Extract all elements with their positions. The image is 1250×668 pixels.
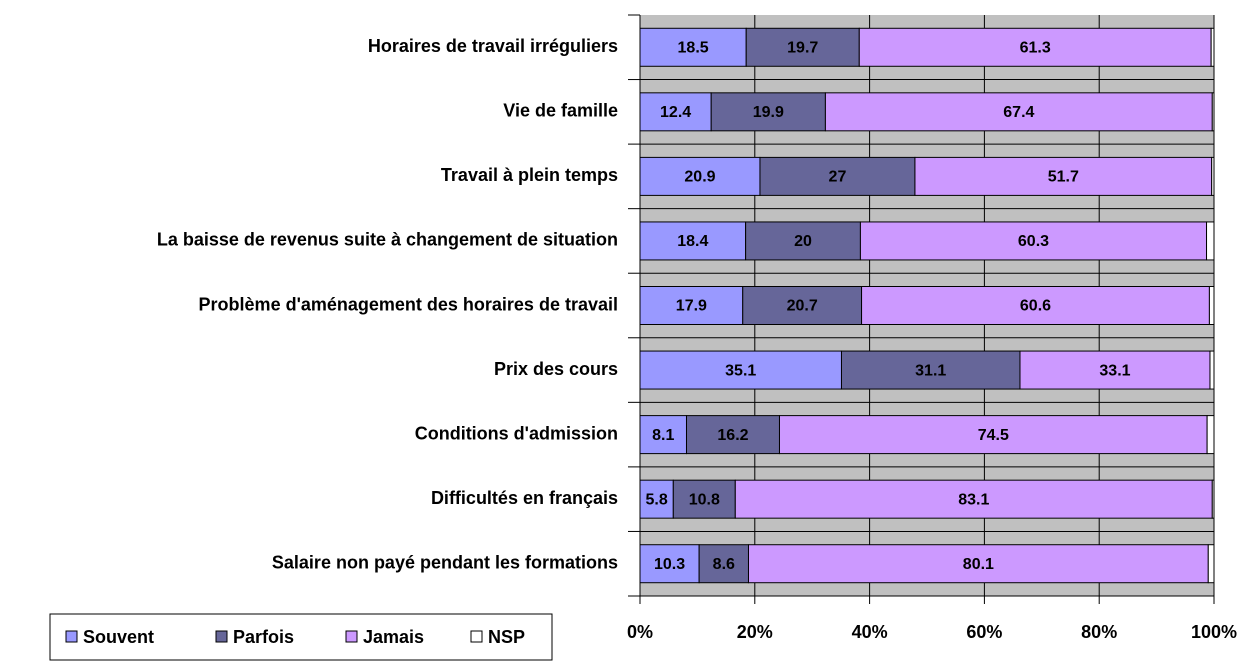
- bar-segment: [1207, 544, 1215, 584]
- legend-swatch: [65, 630, 78, 643]
- data-label: 27: [829, 169, 847, 186]
- bar-segment: [861, 286, 1210, 325]
- data-label: 20: [794, 233, 812, 250]
- legend-label: Souvent: [83, 627, 154, 647]
- bar-segment: [745, 221, 861, 261]
- bar-segment: [1019, 350, 1211, 390]
- y-tick-label: Travail à plein temps: [441, 165, 618, 185]
- y-tick-label: Difficultés en français: [431, 488, 618, 508]
- bar-segment: [745, 27, 860, 67]
- bar-segment: [1206, 415, 1215, 455]
- data-label: 8.6: [713, 556, 735, 573]
- y-tick-label: Conditions d'admission: [415, 423, 618, 443]
- data-label: 51.7: [1048, 169, 1079, 186]
- legend-label: Jamais: [363, 627, 424, 647]
- y-tick-label: Horaires de travail irréguliers: [368, 36, 618, 56]
- legend-swatch: [215, 630, 228, 643]
- data-label: 17.9: [676, 298, 707, 315]
- data-label: 19.7: [787, 39, 818, 56]
- bar-segment: [840, 350, 1021, 390]
- bar-segment: [734, 479, 1213, 519]
- bar-segment: [698, 544, 749, 584]
- bar-segment: [639, 415, 687, 455]
- data-label: 18.4: [677, 233, 708, 250]
- bar-segment: [1211, 92, 1215, 132]
- x-tick-label: 20%: [737, 622, 773, 642]
- bar-segment: [914, 156, 1213, 196]
- data-label: 80.1: [963, 556, 994, 573]
- data-label: 10.8: [689, 491, 720, 508]
- bar-segment: [639, 350, 842, 390]
- bar-segment: [1211, 156, 1215, 196]
- data-label: 19.9: [753, 104, 784, 121]
- x-tick-label: 100%: [1191, 622, 1237, 642]
- y-tick-label: Problème d'aménagement des horaires de t…: [199, 294, 618, 314]
- bar-segment: [747, 544, 1209, 584]
- bar-segment: [639, 221, 747, 261]
- data-label: 5.8: [646, 491, 668, 508]
- bar-segment: [778, 415, 1208, 455]
- bar-segment: [685, 415, 780, 455]
- data-label: 74.5: [978, 427, 1009, 444]
- data-label: 18.5: [678, 39, 709, 56]
- bar-segment: [639, 92, 712, 132]
- data-label: 8.1: [652, 427, 674, 444]
- data-label: 33.1: [1099, 362, 1130, 379]
- data-label: 35.1: [725, 362, 756, 379]
- data-label: 61.3: [1020, 39, 1051, 56]
- y-tick-label: Prix des cours: [494, 359, 618, 379]
- bar-segment: [1209, 350, 1215, 390]
- legend-label: Parfois: [233, 627, 294, 647]
- y-tick-label: Vie de famille: [503, 101, 618, 121]
- data-label: 12.4: [660, 104, 691, 121]
- y-tick-label: La baisse de revenus suite à changement …: [157, 230, 618, 250]
- x-tick-label: 40%: [852, 622, 888, 642]
- data-label: 60.6: [1020, 298, 1051, 315]
- data-label: 20.9: [684, 169, 715, 186]
- bar-segment: [759, 156, 916, 196]
- bar-segment: [1208, 286, 1215, 325]
- data-label: 20.7: [787, 298, 818, 315]
- data-label: 60.3: [1018, 233, 1049, 250]
- x-tick-label: 60%: [966, 622, 1002, 642]
- data-label: 16.2: [717, 427, 748, 444]
- bar-segment: [1206, 221, 1215, 261]
- bar-segment: [1211, 479, 1215, 519]
- bar-segment: [639, 156, 761, 196]
- data-label: 10.3: [654, 556, 685, 573]
- bar-segment: [859, 221, 1208, 261]
- legend-label: NSP: [488, 627, 525, 647]
- data-label: 83.1: [958, 491, 989, 508]
- legend-swatch: [345, 630, 358, 643]
- x-tick-label: 0%: [627, 622, 653, 642]
- legend-swatch: [470, 630, 483, 643]
- bar-segment: [639, 286, 744, 325]
- bar-segment: [858, 27, 1212, 67]
- bar-segment: [1210, 27, 1215, 67]
- data-label: 31.1: [915, 362, 946, 379]
- bar-segment: [639, 27, 747, 67]
- data-label: 67.4: [1003, 104, 1034, 121]
- y-tick-label: Salaire non payé pendant les formations: [272, 552, 618, 572]
- bar-segment: [710, 92, 826, 132]
- legend-box: [49, 613, 553, 661]
- x-tick-label: 80%: [1081, 622, 1117, 642]
